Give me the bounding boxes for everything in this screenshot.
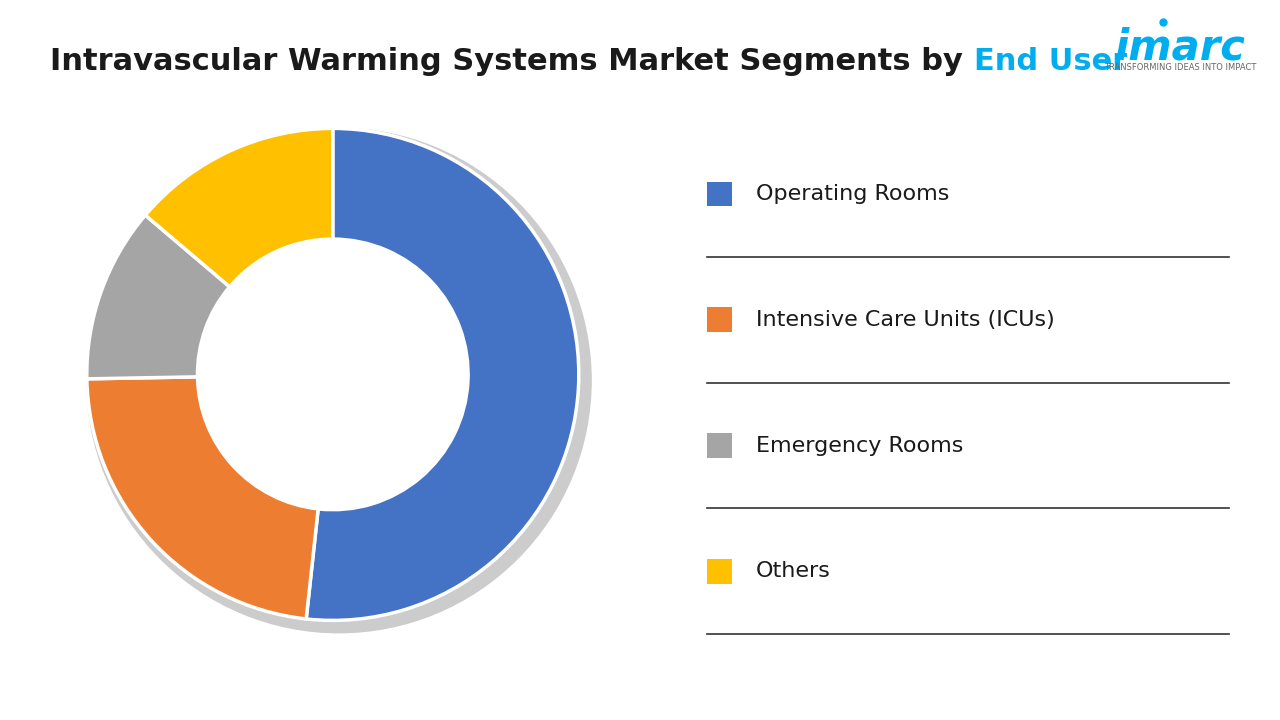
- Bar: [708, 433, 732, 458]
- Text: TRANSFORMING IDEAS INTO IMPACT: TRANSFORMING IDEAS INTO IMPACT: [1103, 63, 1256, 73]
- Bar: [708, 181, 732, 206]
- Bar: [708, 307, 732, 332]
- Text: Intravascular Warming Systems Market Segments by: Intravascular Warming Systems Market Seg…: [50, 48, 974, 76]
- Text: Emergency Rooms: Emergency Rooms: [755, 436, 963, 456]
- Wedge shape: [306, 128, 579, 621]
- Circle shape: [197, 239, 468, 510]
- Wedge shape: [87, 215, 229, 379]
- Text: imarc: imarc: [1115, 27, 1245, 69]
- Wedge shape: [146, 128, 333, 287]
- Text: Intensive Care Units (ICUs): Intensive Care Units (ICUs): [755, 310, 1055, 330]
- Circle shape: [87, 128, 591, 633]
- Wedge shape: [87, 377, 319, 619]
- Text: End User: End User: [974, 48, 1126, 76]
- Text: Others: Others: [755, 562, 831, 581]
- Bar: [708, 559, 732, 584]
- Text: Operating Rooms: Operating Rooms: [755, 184, 948, 204]
